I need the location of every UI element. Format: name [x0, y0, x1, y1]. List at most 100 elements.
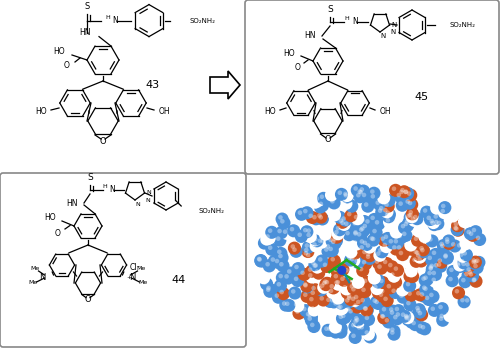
- Circle shape: [320, 195, 324, 199]
- Circle shape: [274, 293, 279, 298]
- Circle shape: [308, 267, 312, 272]
- Circle shape: [354, 316, 358, 321]
- Text: O: O: [55, 229, 61, 237]
- Circle shape: [420, 292, 424, 297]
- Circle shape: [449, 268, 454, 272]
- Circle shape: [328, 191, 332, 196]
- Circle shape: [317, 293, 330, 307]
- Text: OH: OH: [380, 106, 392, 116]
- Circle shape: [308, 288, 321, 301]
- Circle shape: [383, 260, 388, 264]
- Circle shape: [438, 201, 452, 214]
- Circle shape: [383, 208, 396, 221]
- Circle shape: [314, 196, 320, 201]
- Circle shape: [358, 295, 371, 308]
- Circle shape: [316, 225, 320, 229]
- Circle shape: [358, 189, 362, 194]
- Circle shape: [449, 212, 454, 217]
- Circle shape: [368, 191, 381, 205]
- Circle shape: [284, 267, 298, 279]
- Text: O: O: [100, 136, 106, 145]
- Circle shape: [435, 256, 448, 269]
- Text: OH: OH: [159, 106, 170, 116]
- Circle shape: [400, 229, 412, 242]
- Circle shape: [322, 281, 326, 285]
- FancyBboxPatch shape: [0, 173, 246, 347]
- Circle shape: [404, 298, 416, 311]
- Circle shape: [336, 216, 349, 229]
- Circle shape: [465, 298, 469, 303]
- Circle shape: [406, 311, 419, 324]
- Circle shape: [303, 283, 308, 288]
- Circle shape: [372, 274, 385, 287]
- Circle shape: [308, 258, 322, 271]
- Circle shape: [380, 194, 384, 198]
- Circle shape: [440, 242, 444, 246]
- Circle shape: [390, 312, 404, 325]
- Circle shape: [264, 283, 276, 296]
- Circle shape: [426, 215, 431, 220]
- Circle shape: [364, 330, 376, 343]
- Circle shape: [292, 307, 306, 320]
- Text: HO: HO: [54, 47, 65, 56]
- Text: N: N: [392, 22, 396, 28]
- Circle shape: [350, 184, 364, 197]
- Circle shape: [450, 223, 464, 236]
- Circle shape: [393, 315, 398, 319]
- Circle shape: [376, 276, 390, 289]
- Circle shape: [424, 276, 428, 280]
- Circle shape: [278, 274, 283, 278]
- Circle shape: [333, 277, 346, 290]
- Circle shape: [394, 190, 407, 203]
- Circle shape: [396, 248, 409, 261]
- Circle shape: [294, 265, 299, 269]
- Circle shape: [284, 274, 289, 279]
- Circle shape: [412, 258, 417, 262]
- Circle shape: [320, 239, 324, 243]
- Circle shape: [320, 296, 324, 301]
- Circle shape: [372, 218, 385, 230]
- Circle shape: [453, 260, 466, 273]
- Circle shape: [408, 318, 412, 323]
- Circle shape: [288, 286, 302, 300]
- Circle shape: [460, 215, 472, 228]
- Circle shape: [379, 206, 384, 211]
- Circle shape: [306, 233, 311, 237]
- Circle shape: [378, 208, 382, 213]
- Circle shape: [425, 253, 438, 266]
- Circle shape: [428, 266, 433, 271]
- Circle shape: [338, 311, 351, 324]
- Circle shape: [380, 257, 394, 270]
- Circle shape: [318, 281, 330, 294]
- Circle shape: [472, 277, 476, 282]
- Circle shape: [322, 277, 335, 290]
- Circle shape: [300, 279, 314, 293]
- Circle shape: [370, 226, 382, 239]
- Circle shape: [424, 268, 438, 281]
- Circle shape: [358, 223, 370, 237]
- Circle shape: [395, 231, 408, 244]
- Text: N: N: [130, 272, 136, 282]
- Circle shape: [334, 274, 338, 278]
- Circle shape: [310, 239, 322, 253]
- Text: SO₂NH₂: SO₂NH₂: [190, 18, 216, 24]
- Circle shape: [274, 259, 280, 263]
- Circle shape: [302, 240, 315, 254]
- Circle shape: [282, 299, 296, 312]
- Circle shape: [454, 226, 458, 231]
- Circle shape: [445, 237, 450, 242]
- Circle shape: [326, 235, 338, 248]
- Circle shape: [328, 247, 333, 251]
- Circle shape: [372, 286, 385, 299]
- Circle shape: [350, 229, 364, 242]
- Circle shape: [429, 248, 442, 261]
- Circle shape: [363, 306, 368, 311]
- Text: S: S: [87, 173, 93, 182]
- Circle shape: [466, 269, 479, 283]
- Circle shape: [356, 325, 362, 330]
- Circle shape: [440, 209, 445, 213]
- Circle shape: [415, 251, 420, 255]
- Circle shape: [388, 325, 400, 338]
- Circle shape: [406, 245, 410, 250]
- Text: SO₂NH₂: SO₂NH₂: [198, 208, 224, 214]
